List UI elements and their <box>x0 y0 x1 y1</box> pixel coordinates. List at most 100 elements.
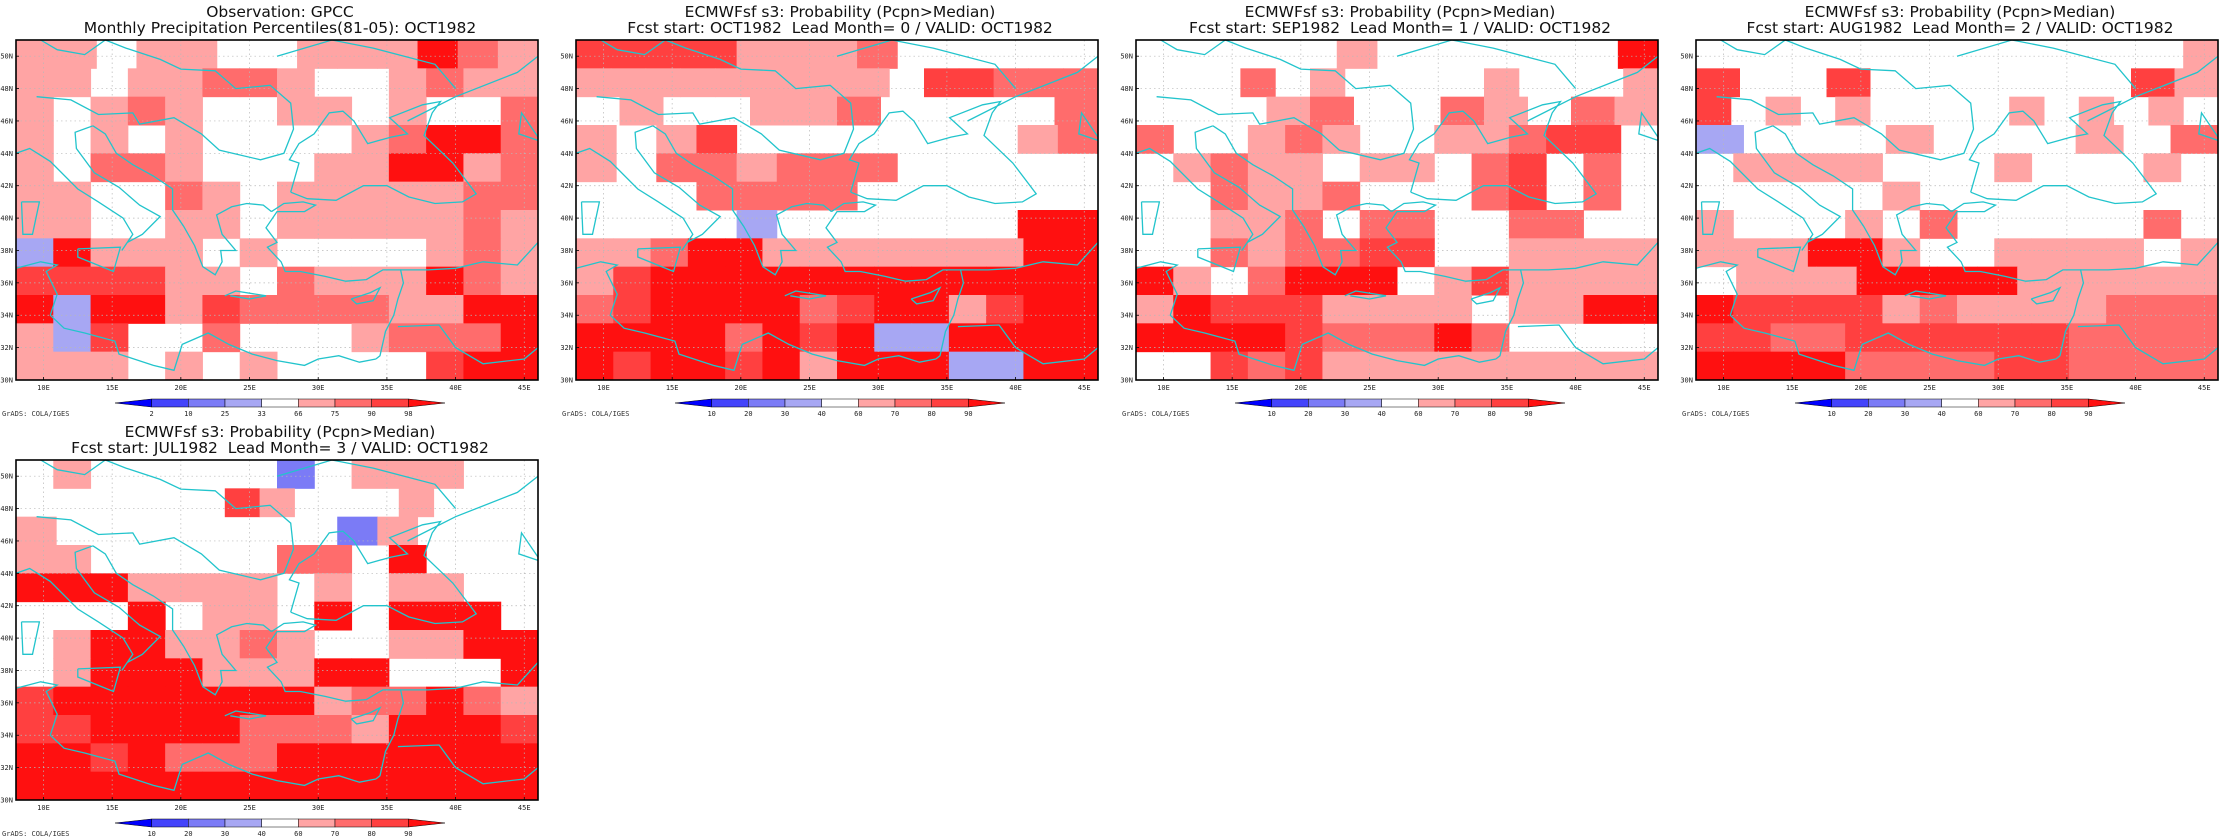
heatmap-cell <box>202 630 241 659</box>
heatmap-cell <box>463 686 502 716</box>
colorbar-label: 40 <box>1937 410 1945 418</box>
map-chart: 30N 32N 34N 36N 38N 40N 42N 44N 46N 48N 50N 10E 15E 2… <box>560 39 1099 418</box>
heatmap-cell <box>56 40 97 69</box>
heatmap-cell <box>656 125 697 154</box>
heatmap-cell <box>1471 266 1510 296</box>
heatmap-cell <box>1210 210 1249 239</box>
heatmap-cell <box>351 715 390 744</box>
heatmap-cell <box>90 125 129 154</box>
heatmap-cell <box>1210 323 1249 353</box>
lon-tick-label: 40E <box>1569 384 1582 392</box>
lat-tick-label: 48N <box>0 505 13 513</box>
colorbar-swatch <box>114 818 152 828</box>
heatmap-cell <box>1696 68 1740 98</box>
lon-tick-label: 10E <box>37 804 50 812</box>
heatmap-cell <box>1336 40 1378 69</box>
heatmap-cell <box>463 323 502 353</box>
heatmap-cell <box>986 351 1024 381</box>
heatmap-cell <box>1060 323 1099 353</box>
heatmap-cell <box>1816 266 1858 296</box>
lon-tick-label: 25E <box>243 804 256 812</box>
heatmap-cell <box>1736 266 1777 296</box>
heatmap-cell <box>165 715 203 744</box>
heatmap-cell <box>799 323 838 353</box>
lon-tick-label: 45E <box>2198 384 2211 392</box>
heatmap-cell <box>463 715 502 744</box>
heatmap-cell <box>1957 295 1995 324</box>
coastline <box>92 125 272 276</box>
chart-title: Observation: GPCC <box>206 3 354 21</box>
coastline <box>580 201 601 235</box>
heatmap-cell <box>1696 351 1734 381</box>
heatmap-cell <box>500 266 539 296</box>
heatmap-cell <box>463 153 502 183</box>
heatmap-cell <box>1508 153 1547 183</box>
coastline <box>1695 261 2057 372</box>
plot-frame <box>1695 39 2219 381</box>
heatmap-cell <box>127 601 166 631</box>
coastline <box>1695 125 1842 251</box>
colorbar-swatch <box>261 818 299 828</box>
colorbar-swatch <box>151 398 189 408</box>
heatmap-cell <box>314 743 353 773</box>
heatmap-cell <box>239 771 278 801</box>
heatmap-cell <box>1397 295 1435 324</box>
colorbar-label: 90 <box>404 830 412 838</box>
heatmap-cell <box>1845 210 1883 239</box>
lon-tick-label: 15E <box>1226 384 1239 392</box>
heatmap-cell <box>610 68 647 98</box>
heatmap-cell <box>90 238 129 268</box>
heatmap-cell <box>687 295 726 324</box>
grid-lines <box>576 40 1098 380</box>
coastline <box>1135 125 1282 251</box>
heatmap-cell <box>2143 153 2182 183</box>
heatmap-cell <box>16 573 54 603</box>
lat-tick-label: 32N <box>1680 344 1693 352</box>
lat-tick-label: 46N <box>1680 117 1693 125</box>
heatmap-cell <box>1397 153 1435 183</box>
heatmap-cell <box>127 573 166 603</box>
heatmap-cell <box>576 68 612 98</box>
heatmap-cell <box>1471 323 1510 353</box>
coastline <box>265 621 405 780</box>
coastline <box>825 201 965 360</box>
heatmap-cell <box>388 545 427 574</box>
coastline <box>848 100 1038 205</box>
colorbar-swatch <box>1418 398 1456 408</box>
colorbar: 10 20 30 40 60 70 80 90 <box>114 818 446 838</box>
colorbar-swatch <box>408 818 446 828</box>
map-chart: 30N 32N 34N 36N 38N 40N 42N 44N 46N 48N 50N 10E 15E 2… <box>0 39 539 418</box>
heatmap-cell <box>736 153 778 183</box>
heatmap-cell <box>1882 323 1921 353</box>
heatmap-cell <box>725 351 763 381</box>
heatmap-cell <box>750 68 786 98</box>
coastline <box>836 39 1017 90</box>
heatmap-cell <box>1583 181 1622 211</box>
panel-lead-0: ECMWFsf s3: Probability (Pcpn>Median) Fc… <box>560 0 1120 420</box>
heatmap-cell <box>16 153 54 183</box>
heatmap-cell <box>497 40 539 69</box>
heatmap-cell <box>1623 68 1659 98</box>
heatmap-cell <box>16 40 57 69</box>
heatmap-cell <box>2031 351 2070 381</box>
heatmap-cell <box>2143 295 2182 324</box>
lat-tick-label: 50N <box>1120 53 1133 61</box>
lat-tick-label: 50N <box>1680 53 1693 61</box>
heatmap-cell <box>816 40 858 69</box>
heatmap-cell <box>239 351 278 381</box>
heatmap-cell <box>351 743 390 773</box>
coastline <box>288 520 478 625</box>
colorbar-swatch <box>151 818 189 828</box>
heatmap-cell <box>736 40 778 69</box>
chart-subtitle: Fcst start: SEP1982 Lead Month= 1 / VALI… <box>1188 19 1612 37</box>
lat-tick-label: 48N <box>560 85 573 93</box>
heatmap-cell <box>576 125 617 154</box>
heatmap-cell <box>351 266 390 296</box>
heatmap-cell <box>351 771 390 801</box>
heatmap-cell <box>1620 351 1659 381</box>
heatmap-cell <box>239 715 278 744</box>
coastline <box>224 710 267 720</box>
heatmap-cell <box>426 210 464 239</box>
colorbar-swatch <box>371 818 409 828</box>
lat-tick-label: 34N <box>1120 312 1133 320</box>
